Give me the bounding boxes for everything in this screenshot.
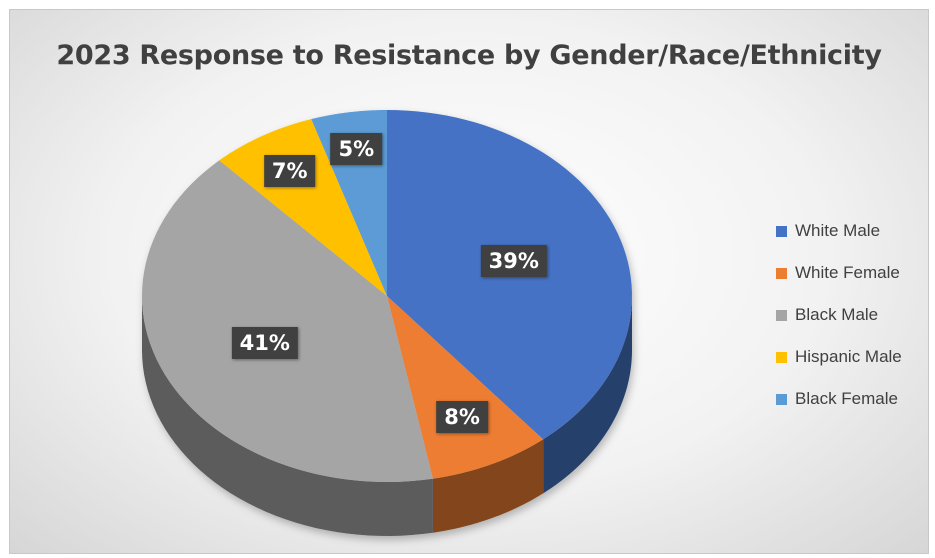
data-label-hispanic-male: 7% bbox=[263, 155, 316, 188]
pie-slice-white-female bbox=[387, 296, 544, 479]
pie-side-black-male bbox=[142, 296, 433, 536]
legend-swatch bbox=[776, 351, 787, 363]
legend-label: Black Male bbox=[795, 305, 879, 324]
legend-item-black-female: Black Female bbox=[776, 385, 902, 413]
legend-label: Black Female bbox=[795, 389, 898, 408]
data-label-black-male: 41% bbox=[231, 327, 298, 360]
pie-slice-black-male bbox=[142, 160, 433, 482]
legend-swatch bbox=[776, 267, 787, 279]
legend-item-black-male: Black Male bbox=[776, 301, 902, 329]
legend-swatch bbox=[776, 225, 787, 237]
legend-item-white-male: White Male bbox=[776, 217, 902, 245]
pie-slice-hispanic-male bbox=[219, 119, 387, 296]
data-label-white-male: 39% bbox=[480, 245, 547, 278]
data-label-white-female: 8% bbox=[436, 401, 488, 434]
legend-swatch bbox=[776, 393, 787, 405]
pie-side-white-male bbox=[543, 296, 632, 494]
legend-item-hispanic-male: Hispanic Male bbox=[776, 343, 902, 371]
legend-item-white-female: White Female bbox=[776, 259, 902, 287]
chart-title: 2023 Response to Resistance by Gender/Ra… bbox=[56, 40, 882, 71]
data-label-black-female: 5% bbox=[330, 133, 383, 166]
legend-swatch bbox=[776, 309, 787, 321]
legend-label: White Male bbox=[795, 221, 881, 240]
legend-label: Hispanic Male bbox=[795, 347, 902, 366]
legend-label: White Female bbox=[795, 263, 900, 282]
legend: White Male White Female Black Male Hispanic… bbox=[776, 217, 902, 427]
pie-3d-group bbox=[142, 110, 632, 536]
pie-side-white-female bbox=[432, 439, 544, 533]
chart-area: 2023 Response to Resistance by Gender/Ra… bbox=[9, 9, 929, 554]
